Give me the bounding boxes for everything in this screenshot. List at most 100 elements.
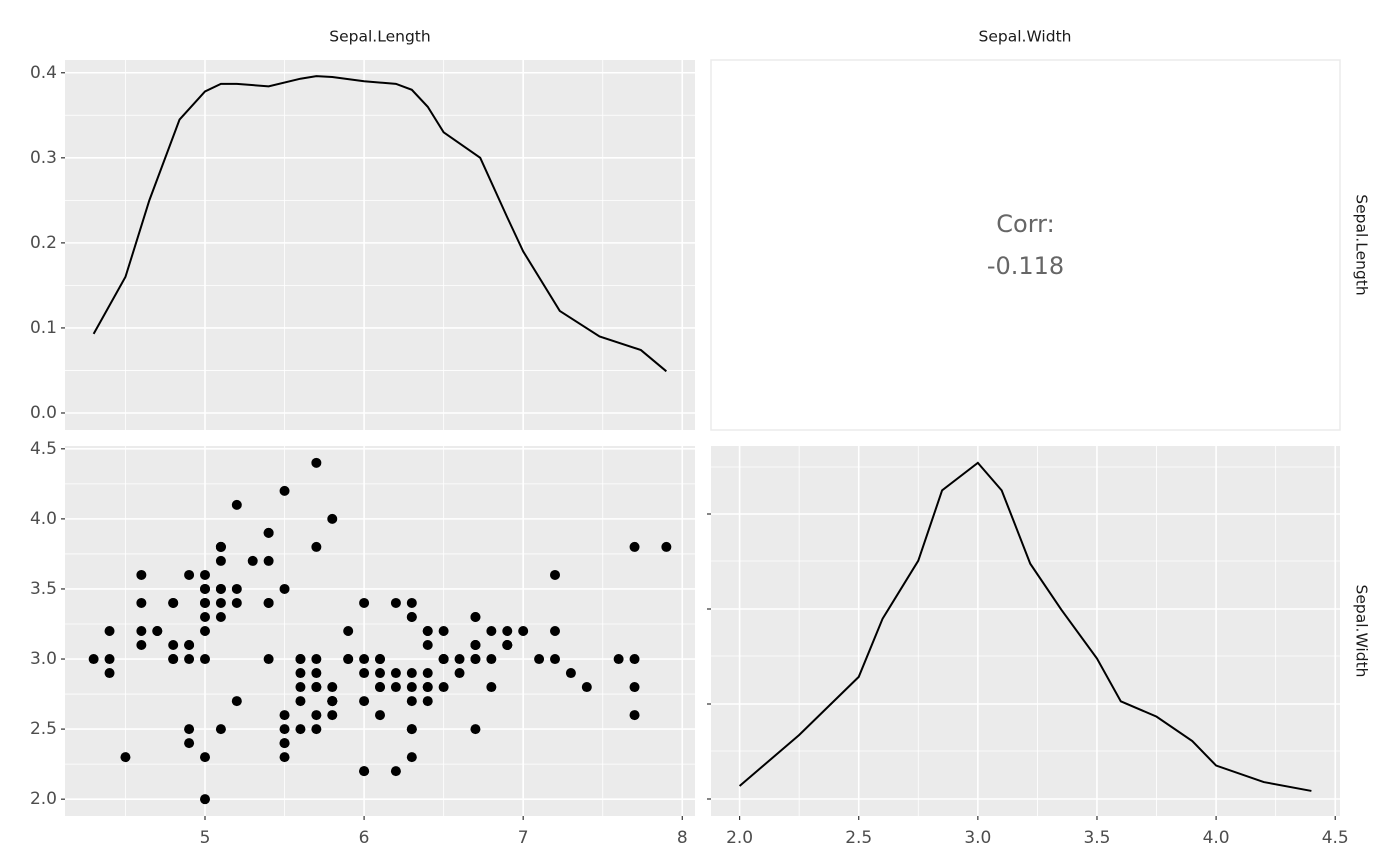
point [406, 668, 417, 679]
point [168, 597, 179, 608]
point [200, 654, 210, 665]
point [550, 654, 560, 665]
point [311, 682, 322, 693]
point [184, 654, 195, 665]
point [168, 640, 179, 651]
point [486, 682, 497, 693]
point [343, 654, 354, 665]
panel [65, 446, 695, 816]
point [390, 597, 401, 608]
y-tick-label: 0.1 [30, 318, 57, 338]
x-tick-label: 2.5 [845, 828, 872, 848]
point [470, 640, 481, 651]
point [136, 626, 147, 636]
point [263, 597, 274, 608]
point [486, 654, 497, 665]
point [581, 682, 592, 693]
point [184, 640, 195, 651]
point [390, 668, 401, 679]
y-tick-label: 2.0 [30, 789, 57, 809]
point [565, 668, 576, 679]
density-line [738, 461, 1312, 792]
point [231, 597, 242, 608]
point [422, 668, 433, 679]
point [629, 541, 640, 552]
y-tick-label: 0.4 [30, 63, 57, 83]
point [247, 555, 258, 566]
point [486, 626, 497, 636]
point [629, 682, 640, 693]
point [359, 654, 370, 665]
x-tick-label: 5 [200, 828, 211, 848]
point [136, 597, 147, 608]
point [375, 710, 385, 721]
point [375, 654, 385, 665]
point [136, 569, 147, 580]
density-line [92, 75, 668, 373]
point [343, 626, 354, 636]
point [263, 527, 274, 538]
x-tick-label: 7 [518, 828, 529, 848]
point [406, 752, 417, 763]
point [231, 583, 242, 594]
x-tick-label: 3.0 [964, 828, 991, 848]
point [231, 499, 242, 510]
x-tick-label: 8 [677, 828, 688, 848]
strip-label: Sepal.Width [979, 28, 1072, 46]
x-tick-label: 3.5 [1083, 828, 1110, 848]
panel [710, 59, 1341, 431]
point [438, 626, 449, 636]
point [550, 569, 560, 580]
point [454, 654, 465, 665]
point [215, 724, 226, 735]
point [200, 752, 210, 763]
point [422, 682, 433, 693]
point [406, 724, 417, 735]
point [311, 724, 322, 735]
point [88, 654, 99, 665]
point [438, 682, 449, 693]
point [215, 583, 226, 594]
point [327, 696, 338, 707]
point [438, 654, 449, 665]
point [629, 654, 640, 665]
point [422, 640, 433, 651]
y-tick-label: 0.3 [30, 148, 57, 168]
x-tick-label: 2.0 [726, 828, 753, 848]
point [200, 569, 210, 580]
x-tick-label: 6 [359, 828, 370, 848]
point [279, 738, 290, 749]
point [406, 696, 417, 707]
point [200, 597, 210, 608]
point [406, 682, 417, 693]
point [470, 611, 481, 622]
panel [65, 60, 695, 430]
point [534, 654, 545, 665]
point [359, 766, 370, 777]
point [406, 611, 417, 622]
point [470, 654, 481, 665]
point [295, 724, 306, 735]
panel [711, 446, 1340, 816]
y-tick-label: 4.0 [30, 509, 57, 529]
point [200, 611, 210, 622]
point [120, 752, 131, 763]
point [263, 654, 274, 665]
point [200, 583, 210, 594]
y-tick-label: 4.5 [30, 439, 57, 459]
corr-label: Corr: [996, 210, 1054, 238]
point [390, 766, 401, 777]
point [327, 710, 338, 721]
y-tick-label: 0.0 [30, 403, 57, 423]
point [295, 696, 306, 707]
point [136, 640, 147, 651]
point [215, 597, 226, 608]
point [359, 696, 370, 707]
point [279, 485, 290, 496]
point [422, 626, 433, 636]
point [613, 654, 624, 665]
point [215, 611, 226, 622]
point [279, 752, 290, 763]
